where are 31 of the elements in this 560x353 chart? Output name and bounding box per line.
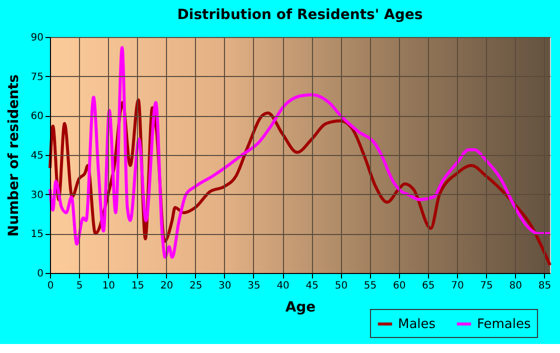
x-tick-label: 70 bbox=[451, 280, 464, 292]
y-axis-title: Number of residents bbox=[6, 74, 22, 237]
x-tick-label: 10 bbox=[102, 280, 116, 292]
y-tick-label: 0 bbox=[37, 268, 44, 280]
x-tick-label: 15 bbox=[131, 280, 144, 292]
x-tick-label: 5 bbox=[76, 280, 83, 292]
y-tick-label: 45 bbox=[30, 150, 44, 162]
x-tick-label: 55 bbox=[364, 280, 377, 292]
x-axis-title: Age bbox=[285, 300, 316, 316]
legend-label: Males bbox=[398, 317, 436, 332]
chart-title: Distribution of Residents' Ages bbox=[177, 7, 423, 23]
x-tick-label: 85 bbox=[538, 280, 552, 292]
x-tick-label: 35 bbox=[248, 280, 260, 292]
x-tick-label: 75 bbox=[480, 280, 493, 292]
x-tick-label: 30 bbox=[218, 280, 232, 292]
x-tick-label: 40 bbox=[276, 280, 290, 292]
x-tick-label: 80 bbox=[509, 280, 522, 292]
y-tick-label: 15 bbox=[30, 229, 44, 240]
legend-label: Females bbox=[477, 317, 532, 332]
x-tick-label: 25 bbox=[189, 280, 202, 292]
y-tick-label: 60 bbox=[30, 111, 44, 122]
x-tick-label: 45 bbox=[306, 280, 318, 292]
y-tick-label: 75 bbox=[30, 72, 44, 83]
x-tick-label: 60 bbox=[392, 280, 406, 292]
y-tick-label: 90 bbox=[30, 32, 44, 44]
y-tick-label: 30 bbox=[30, 190, 44, 201]
x-tick-label: 65 bbox=[422, 280, 435, 292]
x-tick-label: 20 bbox=[160, 280, 174, 292]
x-tick-label: 50 bbox=[334, 280, 348, 292]
x-tick-label: 0 bbox=[47, 280, 54, 292]
line-series bbox=[48, 46, 552, 259]
